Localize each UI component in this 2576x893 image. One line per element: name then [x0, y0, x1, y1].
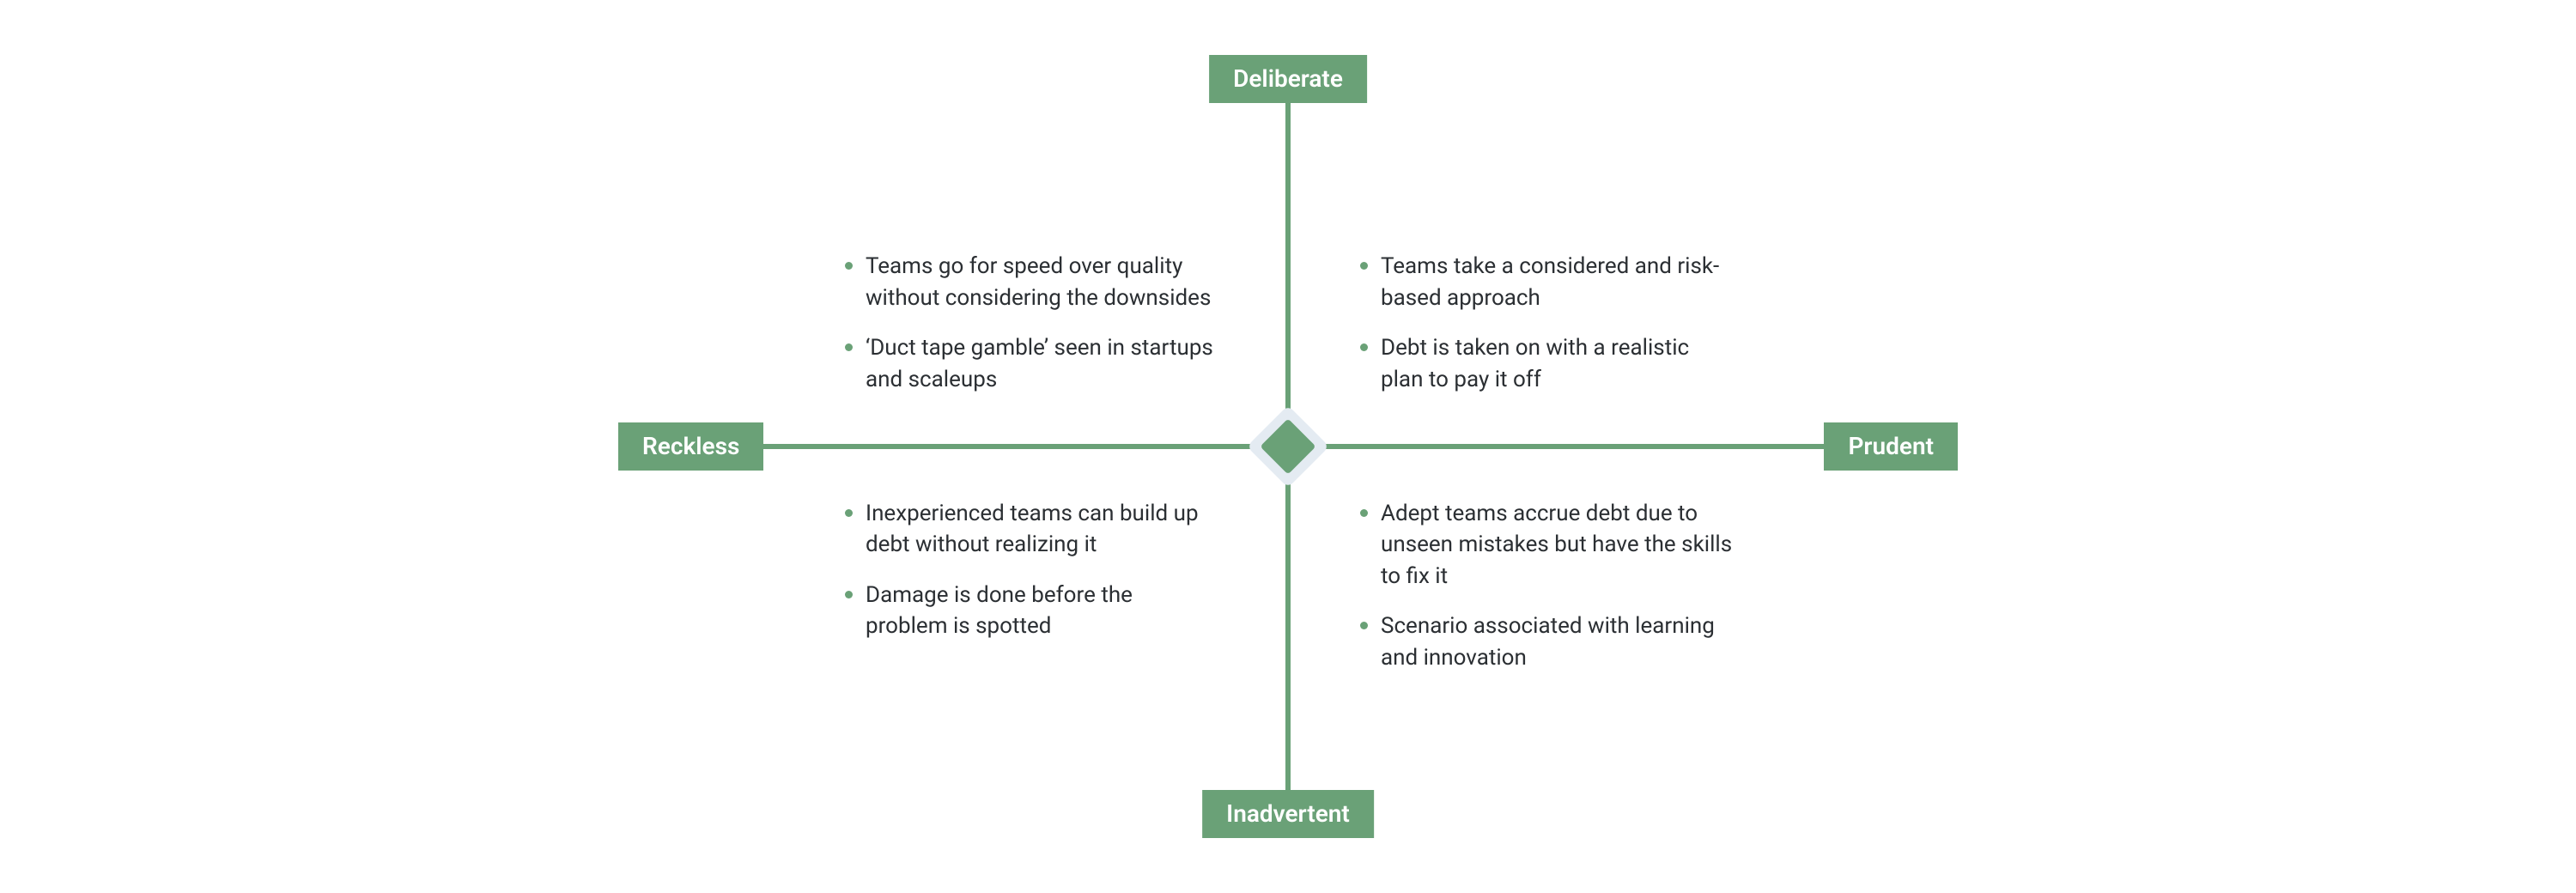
axis-label-left: Reckless	[618, 422, 763, 471]
axis-label-bottom: Inadvertent	[1202, 790, 1374, 838]
quadrant-top-left: Teams go for speed over quality without …	[841, 251, 1219, 395]
bullet-item: Teams go for speed over quality without …	[841, 251, 1219, 313]
quadrant-bottom-left: Inexperienced teams can build up debt wi…	[841, 498, 1219, 642]
bullet-item: Damage is done before the problem is spo…	[841, 580, 1219, 642]
bullet-item: Teams take a considered and risk-based a…	[1357, 251, 1735, 313]
quadrant-bottom-right: Adept teams accrue debt due to unseen mi…	[1357, 498, 1735, 673]
axis-label-right: Prudent	[1824, 422, 1958, 471]
quadrant-canvas: Deliberate Inadvertent Reckless Prudent …	[601, 26, 1975, 867]
axis-label-top: Deliberate	[1209, 55, 1367, 103]
bullet-item: Adept teams accrue debt due to unseen mi…	[1357, 498, 1735, 592]
quadrant-top-right: Teams take a considered and risk-based a…	[1357, 251, 1735, 395]
bullet-item: Inexperienced teams can build up debt wi…	[841, 498, 1219, 561]
bullet-item: Scenario associated with learning and in…	[1357, 611, 1735, 673]
bullet-item: ‘Duct tape gamble’ seen in startups and …	[841, 332, 1219, 395]
bullet-item: Debt is taken on with a realistic plan t…	[1357, 332, 1735, 395]
